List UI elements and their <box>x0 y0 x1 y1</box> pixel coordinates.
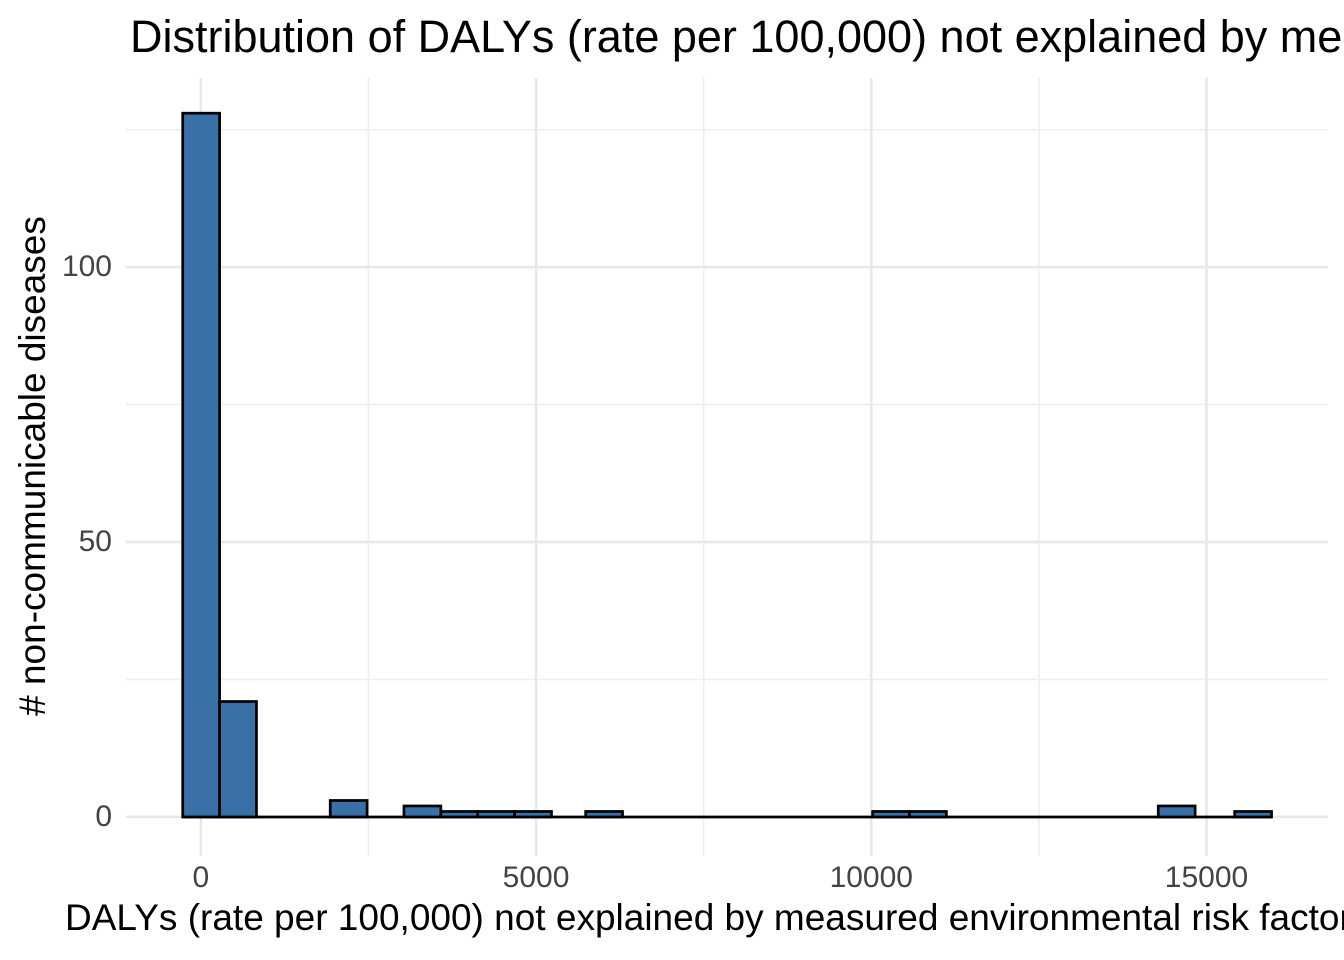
histogram-bar <box>584 810 624 819</box>
y-tick-label: 100 <box>61 250 112 284</box>
histogram-bar <box>513 810 553 819</box>
y-tick-label: 50 <box>78 525 112 559</box>
x-tick-label: 5000 <box>502 861 570 894</box>
histogram-bar <box>476 810 516 819</box>
x-axis-title: DALYs (rate per 100,000) not explained b… <box>65 897 1344 938</box>
y-axis-title: # non-communicable diseases <box>12 216 53 716</box>
y-tick-label: 0 <box>95 799 112 833</box>
x-tick-label: 10000 <box>829 861 913 894</box>
histogram-bar <box>402 804 443 819</box>
histogram-bar <box>908 810 948 819</box>
x-tick-label: 15000 <box>1164 861 1249 894</box>
histogram-bar <box>181 111 221 819</box>
histogram-bar <box>1233 810 1273 819</box>
histogram-bar <box>218 700 258 819</box>
plot-title: Distribution of DALYs (rate per 100,000)… <box>130 11 1344 62</box>
histogram-bar <box>871 810 911 819</box>
histogram-bar <box>1156 804 1197 819</box>
x-tick-label: 0 <box>192 861 210 894</box>
histogram-bar <box>439 810 480 819</box>
histogram-bar <box>328 799 369 819</box>
